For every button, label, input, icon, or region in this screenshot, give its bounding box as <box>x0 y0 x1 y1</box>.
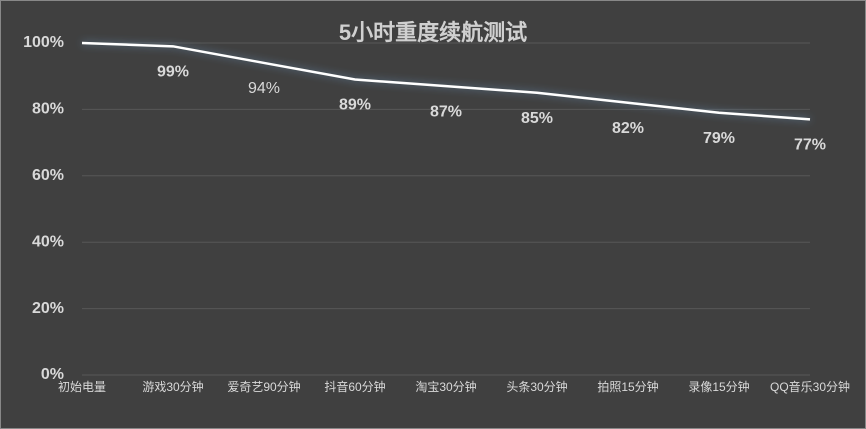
x-tick-label: 初始电量 <box>58 380 106 394</box>
x-tick-label: 游戏30分钟 <box>142 379 203 394</box>
data-label: 94% <box>248 80 280 97</box>
data-label: 77% <box>794 137 826 154</box>
data-label: 85% <box>521 110 553 127</box>
x-tick-label: 淘宝30分钟 <box>415 379 476 394</box>
y-tick-label: 80% <box>32 101 64 118</box>
x-tick-label: QQ音乐30分钟 <box>770 379 850 394</box>
x-tick-label: 录像15分钟 <box>688 379 749 394</box>
y-tick-label: 100% <box>23 34 64 51</box>
y-tick-label: 40% <box>32 233 64 250</box>
data-label: 89% <box>339 97 371 114</box>
x-tick-label: 头条30分钟 <box>506 379 567 394</box>
line <box>81 41 811 121</box>
data-label: 82% <box>612 120 644 137</box>
data-label: 79% <box>703 130 735 147</box>
y-tick-label: 0% <box>41 366 64 383</box>
x-tick-label: 抖音60分钟 <box>324 379 385 394</box>
y-tick-label: 20% <box>32 300 64 317</box>
x-tick-label: 拍照15分钟 <box>597 379 658 394</box>
data-label: 87% <box>430 103 462 120</box>
y-tick-label: 60% <box>32 167 64 184</box>
data-label: 99% <box>157 64 189 81</box>
x-tick-label: 爱奇艺90分钟 <box>227 379 300 394</box>
chart-title: 5小时重度续航测试 <box>339 20 527 45</box>
